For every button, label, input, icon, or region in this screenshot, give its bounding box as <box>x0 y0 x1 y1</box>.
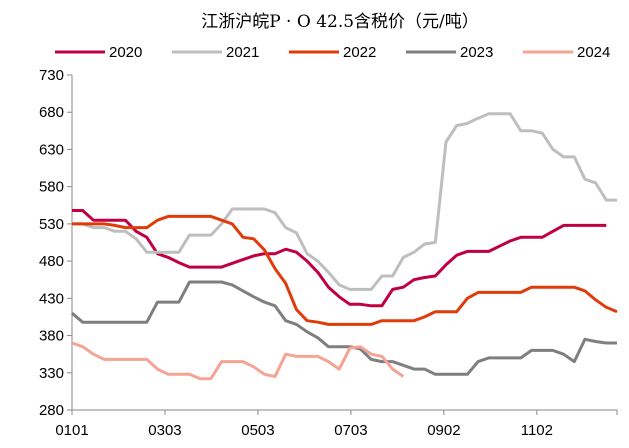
y-tick-label: 480 <box>39 253 64 270</box>
legend-label: 2021 <box>226 44 259 61</box>
chart-title: 江浙沪皖P · O 42.5含税价（元/吨） <box>201 12 479 32</box>
y-tick-label: 680 <box>39 104 64 121</box>
legend-label: 2022 <box>343 44 376 61</box>
y-tick-label: 580 <box>39 179 64 196</box>
plot-series <box>71 112 618 381</box>
y-tick-label: 380 <box>39 328 64 345</box>
x-tick-label: 0101 <box>55 422 88 439</box>
x-tick-label: 0703 <box>334 422 367 439</box>
y-tick-label: 730 <box>39 67 64 84</box>
legend: 2020 2021 2022 2023 2024 <box>55 44 610 61</box>
legend-item-2020: 2020 <box>55 44 142 61</box>
series-line-2020 <box>72 209 607 308</box>
legend-item-2022: 2022 <box>289 44 376 61</box>
series-line-2022 <box>72 214 618 326</box>
x-tick-label: 1102 <box>521 422 553 439</box>
y-tick-label: 430 <box>39 290 64 307</box>
y-tick-label: 630 <box>39 141 64 158</box>
legend-label: 2024 <box>577 44 610 61</box>
y-axis: 280 330 380 430 480 530 580 630 680 730 <box>39 67 73 419</box>
x-tick-label: 0902 <box>427 422 460 439</box>
legend-item-2021: 2021 <box>172 44 259 61</box>
x-tick-label: 0303 <box>148 422 181 439</box>
series-line-2021 <box>72 112 617 291</box>
series-line-2023 <box>71 280 617 376</box>
y-tick-label: 330 <box>39 365 64 382</box>
legend-label: 2023 <box>460 44 493 61</box>
x-tick-label: 0503 <box>241 422 274 439</box>
y-tick-label: 530 <box>39 216 64 233</box>
legend-item-2024: 2024 <box>523 44 610 61</box>
legend-item-2023: 2023 <box>406 44 493 61</box>
y-tick-label: 280 <box>39 402 64 419</box>
series-line-2024 <box>71 341 405 381</box>
x-axis: 0101 0303 0503 0703 0902 1102 <box>55 409 618 439</box>
legend-label: 2020 <box>109 44 142 61</box>
